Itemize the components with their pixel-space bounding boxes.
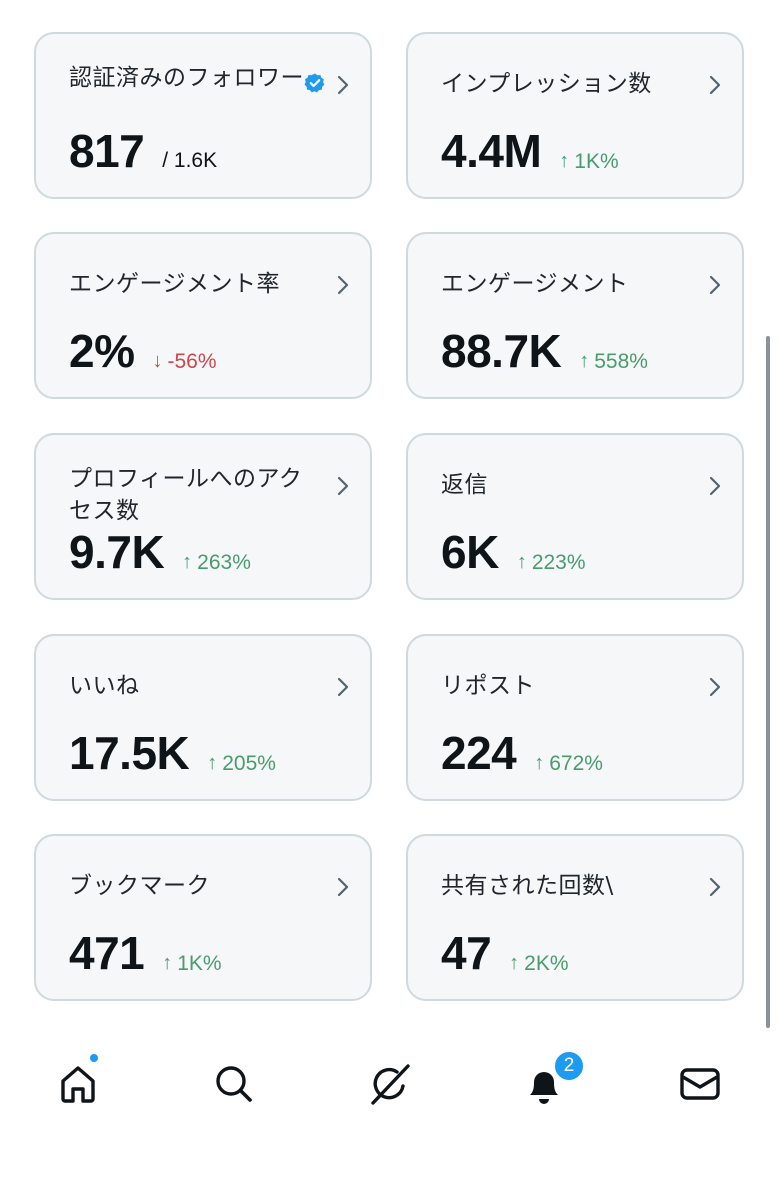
notification-count-badge: 2 [553, 1050, 585, 1082]
nav-grok-button[interactable] [364, 1058, 416, 1110]
metric-row: 2% ↓ -56% [69, 326, 217, 376]
metric-value: 2% [69, 325, 135, 377]
arrow-up-icon: ↑ [207, 752, 218, 774]
search-icon [216, 1066, 252, 1102]
chevron-right-icon[interactable] [332, 475, 354, 497]
nav-notifications-button[interactable] [518, 1058, 570, 1110]
metric-delta: ↓ -56% [152, 349, 217, 373]
arrow-up-icon: ↑ [509, 952, 520, 974]
card-label: エンゲージメント [441, 271, 629, 297]
scrollbar[interactable] [766, 336, 770, 1028]
card-label: いいね [69, 673, 140, 699]
card-label: インプレッション数 [441, 71, 652, 97]
card-impressions[interactable]: インプレッション数 4.4M ↑ 1K% [406, 32, 744, 199]
card-replies[interactable]: 返信 6K ↑ 223% [406, 433, 744, 600]
arrow-up-icon: ↑ [182, 551, 193, 573]
metric-value: 47 [441, 927, 492, 979]
metric-row: 471 ↑ 1K% [69, 928, 222, 978]
verified-badge-icon [304, 73, 325, 93]
metric-delta: ↑ 263% [182, 550, 251, 574]
metric-delta: ↑ 2K% [509, 951, 569, 975]
home-icon [61, 1066, 95, 1103]
chevron-right-icon[interactable] [704, 676, 726, 698]
card-label: 返信 [441, 472, 488, 498]
nav-messages-button[interactable] [674, 1058, 726, 1110]
chevron-right-icon[interactable] [704, 876, 726, 898]
card-label: 共有された回数\ [441, 873, 614, 899]
metric-row: 224 ↑ 672% [441, 728, 603, 778]
metric-value: 817 [69, 125, 145, 177]
metric-value: 9.7K [69, 526, 165, 578]
metric-delta: ↑ 205% [207, 751, 276, 775]
chevron-right-icon[interactable] [704, 74, 726, 96]
metric-row: 17.5K ↑ 205% [69, 728, 276, 778]
metric-total: / 1.6K [162, 149, 218, 172]
metric-value: 17.5K [69, 727, 190, 779]
metric-delta: ↑ 223% [516, 550, 586, 574]
home-unread-dot [88, 1052, 100, 1064]
chevron-right-icon[interactable] [332, 74, 354, 96]
metric-row: 9.7K ↑ 263% [69, 527, 251, 577]
arrow-up-icon: ↑ [162, 952, 173, 974]
card-label: 認証済みのフォロワー [69, 65, 304, 91]
arrow-down-icon: ↓ [152, 350, 163, 372]
card-label: ブックマーク [69, 873, 210, 899]
metric-delta: ↑ 1K% [162, 951, 222, 975]
arrow-up-icon: ↑ [516, 551, 527, 573]
chevron-right-icon[interactable] [332, 876, 354, 898]
metric-delta: ↑ 558% [579, 349, 648, 373]
card-engagements[interactable]: エンゲージメント 88.7K ↑ 558% [406, 232, 744, 399]
card-likes[interactable]: いいね 17.5K ↑ 205% [34, 634, 372, 801]
card-label: エンゲージメント率 [69, 271, 281, 297]
metric-row: 88.7K ↑ 558% [441, 326, 648, 376]
bell-icon [530, 1072, 558, 1104]
card-engagement-rate[interactable]: エンゲージメント率 2% ↓ -56% [34, 232, 372, 399]
arrow-up-icon: ↑ [579, 350, 590, 372]
card-profile-visits[interactable]: プロフィールへのアクセス数 9.7K ↑ 263% [34, 433, 372, 600]
metric-value: 4.4M [441, 125, 542, 177]
card-reposts[interactable]: リポスト 224 ↑ 672% [406, 634, 744, 801]
metric-row: 817 / 1.6K [69, 126, 217, 176]
card-bookmarks[interactable]: ブックマーク 471 ↑ 1K% [34, 834, 372, 1001]
arrow-up-icon: ↑ [559, 150, 570, 172]
mail-icon [680, 1068, 720, 1100]
card-shares[interactable]: 共有された回数\ 47 ↑ 2K% [406, 834, 744, 1001]
bottom-nav [0, 1040, 779, 1130]
grok-icon [371, 1064, 410, 1105]
metric-value: 88.7K [441, 325, 562, 377]
chevron-right-icon[interactable] [332, 676, 354, 698]
metric-row: 47 ↑ 2K% [441, 928, 569, 978]
metric-value: 224 [441, 727, 517, 779]
nav-home-button[interactable] [52, 1058, 104, 1110]
metric-delta: ↑ 1K% [559, 149, 619, 173]
arrow-up-icon: ↑ [534, 752, 545, 774]
chevron-right-icon[interactable] [704, 475, 726, 497]
metric-value: 6K [441, 526, 499, 578]
chevron-right-icon[interactable] [332, 274, 354, 296]
card-verified-followers[interactable]: 認証済みのフォロワー 817 / 1.6K [34, 32, 372, 199]
metric-row: 4.4M ↑ 1K% [441, 126, 619, 176]
card-label: プロフィールへのアクセス数 [69, 466, 303, 524]
nav-search-button[interactable] [208, 1058, 260, 1110]
card-label: リポスト [441, 673, 535, 699]
metric-value: 471 [69, 927, 145, 979]
chevron-right-icon[interactable] [704, 274, 726, 296]
metric-row: 6K ↑ 223% [441, 527, 586, 577]
metric-delta: ↑ 672% [534, 751, 603, 775]
